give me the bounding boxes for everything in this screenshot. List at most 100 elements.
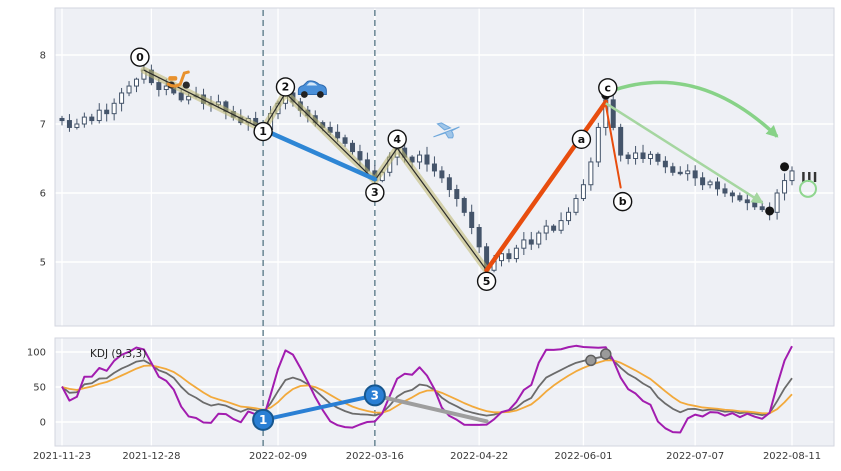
seat	[168, 76, 178, 81]
candle-body	[729, 192, 735, 197]
wave-label-text: a	[578, 133, 585, 146]
wave-label-text: 3	[371, 186, 379, 199]
wave-label-circle	[130, 47, 150, 67]
candle-body	[96, 109, 102, 122]
kdj-panel-border	[54, 337, 835, 447]
candle-body	[595, 126, 601, 163]
green-projection-line	[605, 102, 764, 204]
wheel	[316, 91, 324, 98]
candle-body	[342, 137, 348, 144]
candle-body	[59, 117, 65, 122]
kdj-axis-tick: 0	[40, 418, 46, 429]
candle-body	[692, 170, 698, 179]
kdj-gray-trend-line	[372, 393, 489, 424]
price-axis-tick: 7	[40, 120, 46, 131]
price-panel-border	[54, 7, 835, 327]
price-axis-tick: 5	[40, 258, 46, 269]
candle-body	[156, 82, 162, 90]
candle-body	[588, 161, 594, 186]
kdj-line-K	[61, 355, 793, 417]
kdj-marker-text: 3	[371, 388, 379, 402]
frame	[166, 70, 190, 88]
wave-label-circle	[365, 182, 385, 203]
date-axis-tick: 2022-06-01	[554, 451, 612, 462]
wave-1-3-line	[260, 127, 378, 182]
date-axis-tick: 2021-12-28	[122, 451, 180, 462]
candle-body	[81, 116, 87, 125]
candle-body	[335, 131, 341, 139]
kdj-blue-trend-line	[261, 393, 377, 422]
c-b-drop-line	[604, 103, 622, 189]
candle-body	[163, 85, 169, 91]
candle-body	[476, 227, 482, 248]
candle-body	[431, 163, 437, 172]
candle-body	[640, 152, 646, 159]
kdj-indicator-label: KDJ (9,3,3)	[90, 348, 146, 360]
candle-body	[633, 152, 639, 159]
kdj-axis-tick: 100	[27, 348, 46, 359]
green-open-circle	[799, 179, 817, 198]
candle-body	[89, 116, 95, 122]
wave-label-5: 5	[476, 271, 497, 291]
green-arc-arrow	[605, 80, 779, 138]
wave-label-circle	[612, 191, 633, 212]
date-axis-tick: 2022-08-11	[763, 451, 821, 462]
wave-label-text: 0	[136, 51, 144, 64]
wave-label-text: 2	[282, 81, 290, 94]
wave-channel-line	[143, 69, 488, 271]
wave-label-4: 4	[387, 129, 407, 149]
wave-label-3: 3	[365, 182, 385, 203]
wave-label-b: b	[612, 191, 633, 212]
candle-body	[119, 92, 125, 104]
kdj-lines-layer	[61, 344, 793, 434]
wave-label-1: 1	[253, 121, 273, 142]
candle-body	[513, 247, 519, 260]
wheel	[182, 81, 190, 89]
candle-body	[580, 184, 586, 200]
kdj-line-D	[61, 359, 793, 415]
window	[306, 82, 318, 86]
kdj-marker-circle	[363, 384, 386, 407]
body	[297, 80, 327, 95]
candle-body	[528, 239, 534, 245]
candle-body	[752, 202, 758, 208]
date-axis-tick: 2022-02-09	[249, 451, 307, 462]
candle-body	[685, 170, 691, 175]
candle-body	[677, 171, 683, 175]
candle-body	[424, 154, 430, 165]
date-axis-tick: 2021-11-23	[33, 451, 91, 462]
candle-body	[558, 220, 564, 231]
wave-label-circle	[571, 129, 592, 150]
wave-label-c: c	[598, 78, 618, 98]
candle-body	[186, 95, 192, 101]
price-axis-tick: 6	[40, 189, 46, 200]
candle-body	[610, 99, 616, 128]
date-axis-tick: 2022-04-22	[450, 451, 508, 462]
kdj-marker-text: 1	[259, 413, 267, 427]
candle-body	[506, 253, 512, 260]
kdj-marker-1: 1	[252, 408, 275, 431]
wheel	[300, 91, 308, 98]
candle-body	[178, 92, 184, 101]
wave-label-text: b	[619, 195, 627, 208]
candle-body	[573, 198, 579, 213]
kdj-marker-circle	[252, 408, 275, 431]
airplane-icon	[433, 122, 460, 139]
fuselage	[433, 126, 460, 139]
wave-label-0: 0	[130, 47, 150, 67]
wave-label-circle	[253, 121, 273, 142]
candle-body	[521, 239, 527, 249]
kdj-panel	[55, 338, 834, 446]
car-icon	[297, 80, 327, 98]
kdj-gray-dot	[600, 348, 612, 360]
wave-5-c-line	[484, 99, 609, 273]
wave-label-text: 4	[393, 133, 401, 146]
candle-body	[774, 192, 780, 213]
wave-label-circle	[476, 271, 497, 291]
candle-body	[439, 170, 445, 179]
candle-body	[417, 154, 423, 163]
candle-body	[111, 102, 117, 115]
candle-body	[446, 177, 452, 191]
candle-body	[536, 232, 542, 245]
